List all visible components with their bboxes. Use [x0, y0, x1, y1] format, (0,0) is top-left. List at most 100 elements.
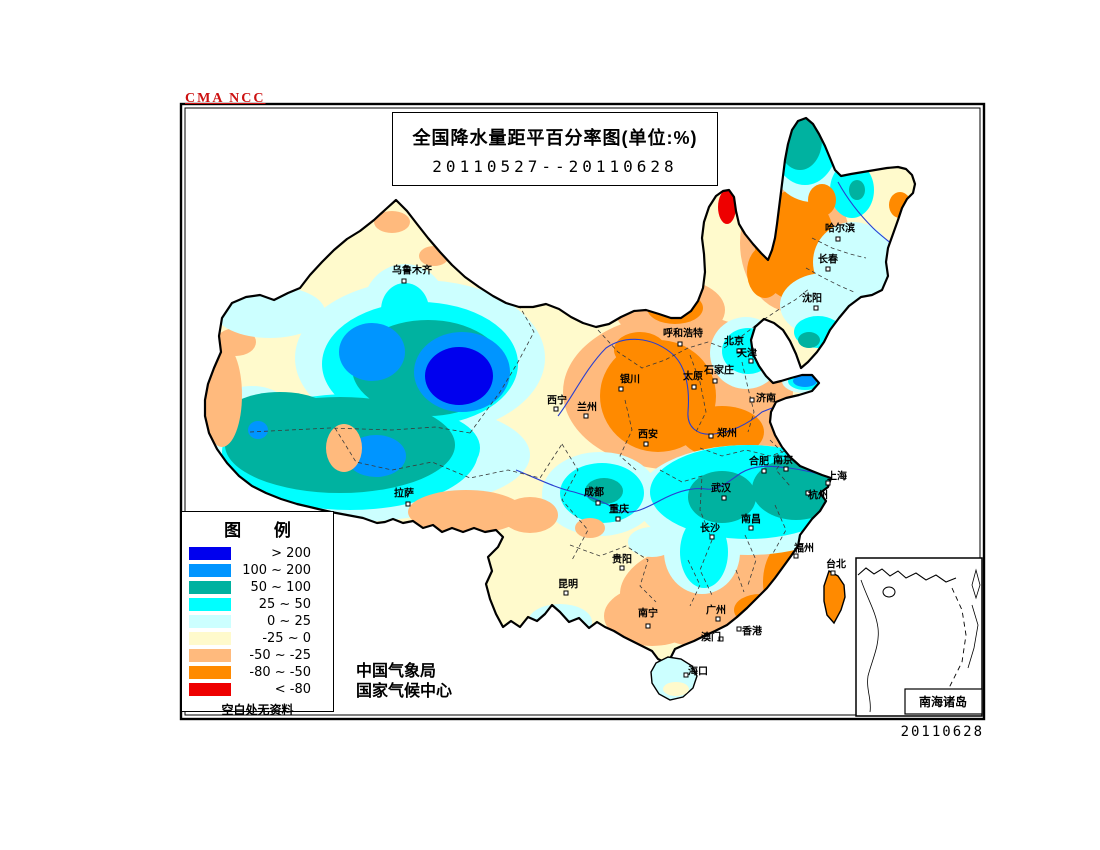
city-label: 郑州	[717, 427, 737, 440]
city-marker	[805, 490, 811, 496]
city-marker	[618, 386, 624, 392]
city-label: 福州	[793, 542, 814, 555]
legend-row: 25 ~ 50	[182, 596, 333, 613]
contour-region	[425, 347, 493, 405]
contour-region	[680, 406, 764, 458]
contour-region	[808, 184, 836, 216]
agency-credit: 中国气象局 国家气候中心	[356, 662, 452, 702]
agency-line1: 中国气象局	[356, 663, 437, 680]
legend-label: 25 ~ 50	[258, 597, 311, 612]
city-label: 澳门	[701, 631, 721, 644]
legend-label: 0 ~ 25	[267, 614, 311, 629]
city-marker	[595, 500, 601, 506]
city-marker	[793, 553, 799, 559]
inset-coastline	[931, 587, 967, 703]
legend-label: -25 ~ 0	[262, 631, 311, 646]
legend-label: 50 ~ 100	[250, 580, 311, 595]
city-marker	[736, 348, 742, 354]
contour-region	[687, 559, 701, 607]
legend-label: < -80	[274, 682, 311, 697]
contour-region	[569, 544, 657, 603]
contour-region	[334, 427, 563, 479]
legend-title: 图 例	[224, 521, 305, 540]
cma-ncc-watermark: CMA NCC	[185, 91, 266, 106]
city-marker	[615, 516, 621, 522]
legend-swatch	[189, 666, 231, 679]
contour-region	[614, 332, 666, 368]
city-label: 拉萨	[394, 487, 414, 500]
south-china-sea-inset: 南海诸岛	[855, 557, 983, 717]
contour-region	[744, 534, 757, 586]
contour-region	[689, 354, 707, 433]
city-label: 南京	[773, 454, 793, 467]
contour-region	[248, 421, 268, 439]
contour-region	[798, 332, 820, 348]
city-label: 西安	[638, 428, 658, 441]
legend-swatch	[189, 615, 231, 628]
legend-row: 100 ~ 200	[182, 562, 333, 579]
map-frame-inner	[184, 107, 981, 716]
province-boundaries	[249, 237, 867, 607]
city-label: 石家庄	[703, 364, 734, 377]
legend-swatch	[189, 581, 231, 594]
city-marker	[835, 236, 841, 242]
legend-row: 0 ~ 25	[182, 613, 333, 630]
city-label: 重庆	[609, 503, 629, 516]
city-marker	[783, 466, 789, 472]
city-marker	[677, 341, 683, 347]
city-marker	[761, 468, 767, 474]
city-label: 长春	[818, 253, 838, 266]
contour-region	[585, 478, 623, 504]
city-marker	[583, 413, 589, 419]
contour-region	[659, 469, 713, 596]
city-label: 乌鲁木齐	[392, 264, 433, 277]
inset-coastline	[971, 568, 981, 600]
legend-label: 100 ~ 200	[242, 563, 311, 578]
city-label: 呼和浩特	[663, 327, 703, 340]
contour-region	[805, 267, 855, 293]
legend-rows: > 200 100 ~ 200 50 ~ 100 25 ~ 50 0 ~ 25 -25 ~…	[182, 545, 333, 698]
inset-coastline	[882, 586, 896, 598]
issue-date: 20110628	[900, 724, 984, 740]
contour-region	[604, 586, 700, 646]
city-label: 昆明	[558, 579, 578, 591]
city-marker	[813, 305, 819, 311]
legend-row: < -80	[182, 681, 333, 698]
agency-line2: 国家气候中心	[356, 683, 453, 700]
contour-region	[747, 246, 783, 298]
city-marker	[708, 433, 714, 439]
contour-region	[502, 497, 558, 533]
contour-region	[575, 518, 605, 538]
city-label: 南宁	[638, 607, 658, 620]
china-national-boundary	[203, 116, 917, 665]
city-label: 合肥	[748, 455, 769, 468]
legend-row: > 200	[182, 545, 333, 562]
legend-row: -50 ~ -25	[182, 647, 333, 664]
contour-region	[647, 292, 703, 324]
contour-region	[326, 424, 362, 472]
contour-region	[628, 527, 676, 557]
taiwan-island	[823, 569, 846, 625]
legend-label: -80 ~ -50	[249, 665, 311, 680]
hainan-island	[650, 656, 698, 701]
contour-region	[408, 490, 524, 534]
city-label: 上海	[827, 470, 847, 483]
city-label: 银川	[620, 373, 640, 386]
contour-region	[771, 504, 787, 556]
contour-region	[680, 516, 728, 588]
city-marker	[645, 623, 651, 629]
contour-region	[249, 426, 471, 434]
legend-swatch	[189, 649, 231, 662]
city-label: 杭州	[808, 489, 828, 502]
city-marker	[736, 626, 742, 632]
city-label: 台北	[826, 558, 846, 571]
city-marker	[748, 525, 754, 531]
legend-box: 图 例 > 200 100 ~ 200 50 ~ 100 25 ~ 50 0 ~ 25 -…	[181, 511, 334, 717]
inset-coastline	[857, 567, 957, 583]
city-label: 北京	[724, 335, 744, 348]
city-marker	[712, 378, 718, 384]
city-marker	[721, 495, 727, 501]
city-marker	[691, 384, 697, 390]
